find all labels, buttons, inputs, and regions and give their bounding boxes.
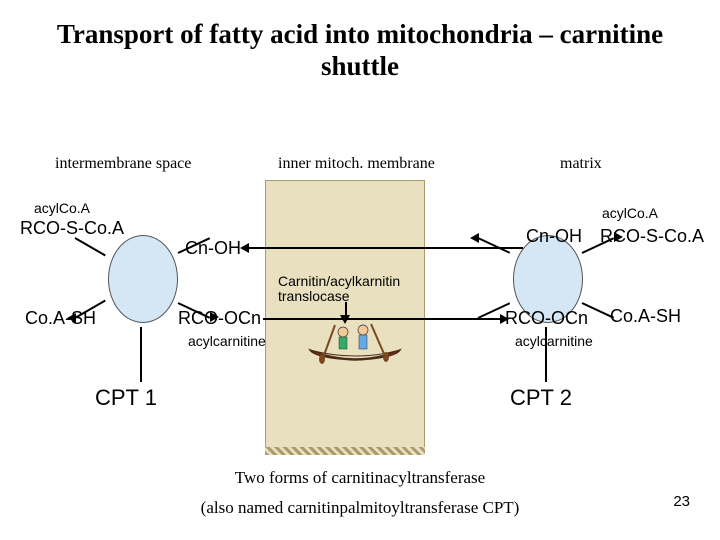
label-inner-membrane: inner mitoch. membrane xyxy=(278,155,435,173)
pointer-translocase xyxy=(345,302,347,316)
pointer-cpt2 xyxy=(545,327,547,382)
arrowhead-cnoh-right xyxy=(470,233,479,243)
pointer-cpt1 xyxy=(140,327,142,382)
canoe-illustration xyxy=(305,310,405,370)
arrowhead-coash-left xyxy=(67,313,76,323)
arrow-cnoh-out-right xyxy=(478,237,511,254)
translocase-line2: translocase xyxy=(278,288,350,304)
cpt1-oval xyxy=(108,235,178,323)
label-matrix: matrix xyxy=(560,155,602,173)
translocase-line1: Carnitin/acylkarnitin xyxy=(278,273,400,289)
label-intermembrane: intermembrane space xyxy=(55,155,191,173)
arrowhead-rcoocn-left xyxy=(210,312,219,322)
label-acylcoa-left: acylCo.A xyxy=(34,200,90,216)
page-title: Transport of fatty acid into mitochondri… xyxy=(0,0,720,91)
label-translocase: Carnitin/acylkarnitin translocase xyxy=(278,274,400,305)
arrowhead-translocase xyxy=(340,315,350,324)
label-rcoocn-left: RCO-OCn xyxy=(178,308,261,329)
arrowhead-rcoocn-across xyxy=(500,314,509,324)
arrow-cnoh-across xyxy=(248,247,523,249)
label-acylcarnitine-left: acylcarnitine xyxy=(188,333,266,349)
label-cpt1: CPT 1 xyxy=(95,385,157,411)
label-acylcarnitine-right: acylcarnitine xyxy=(515,333,593,349)
label-cpt2: CPT 2 xyxy=(510,385,572,411)
label-acylcoa-right: acylCo.A xyxy=(602,205,658,221)
label-cnoh-left: Cn-OH xyxy=(185,238,241,259)
label-rcoscoa-left: RCO-S-Co.A xyxy=(20,218,124,239)
arrowhead-cnoh-across xyxy=(240,243,249,253)
arrowhead-rcoscoa-right xyxy=(614,232,623,242)
caption-line2: (also named carnitinpalmitoyltransferase… xyxy=(0,498,720,518)
caption-line1: Two forms of carnitinacyltransferase xyxy=(0,468,720,488)
label-coash-right: Co.A-SH xyxy=(610,306,681,327)
arrow-rcoscoa-in-left xyxy=(75,237,106,256)
label-rcoocn-right: RCO-OCn xyxy=(505,308,588,329)
label-cnoh-right: Cn-OH xyxy=(526,226,582,247)
membrane-hatch xyxy=(265,447,425,455)
page-number: 23 xyxy=(673,493,690,510)
